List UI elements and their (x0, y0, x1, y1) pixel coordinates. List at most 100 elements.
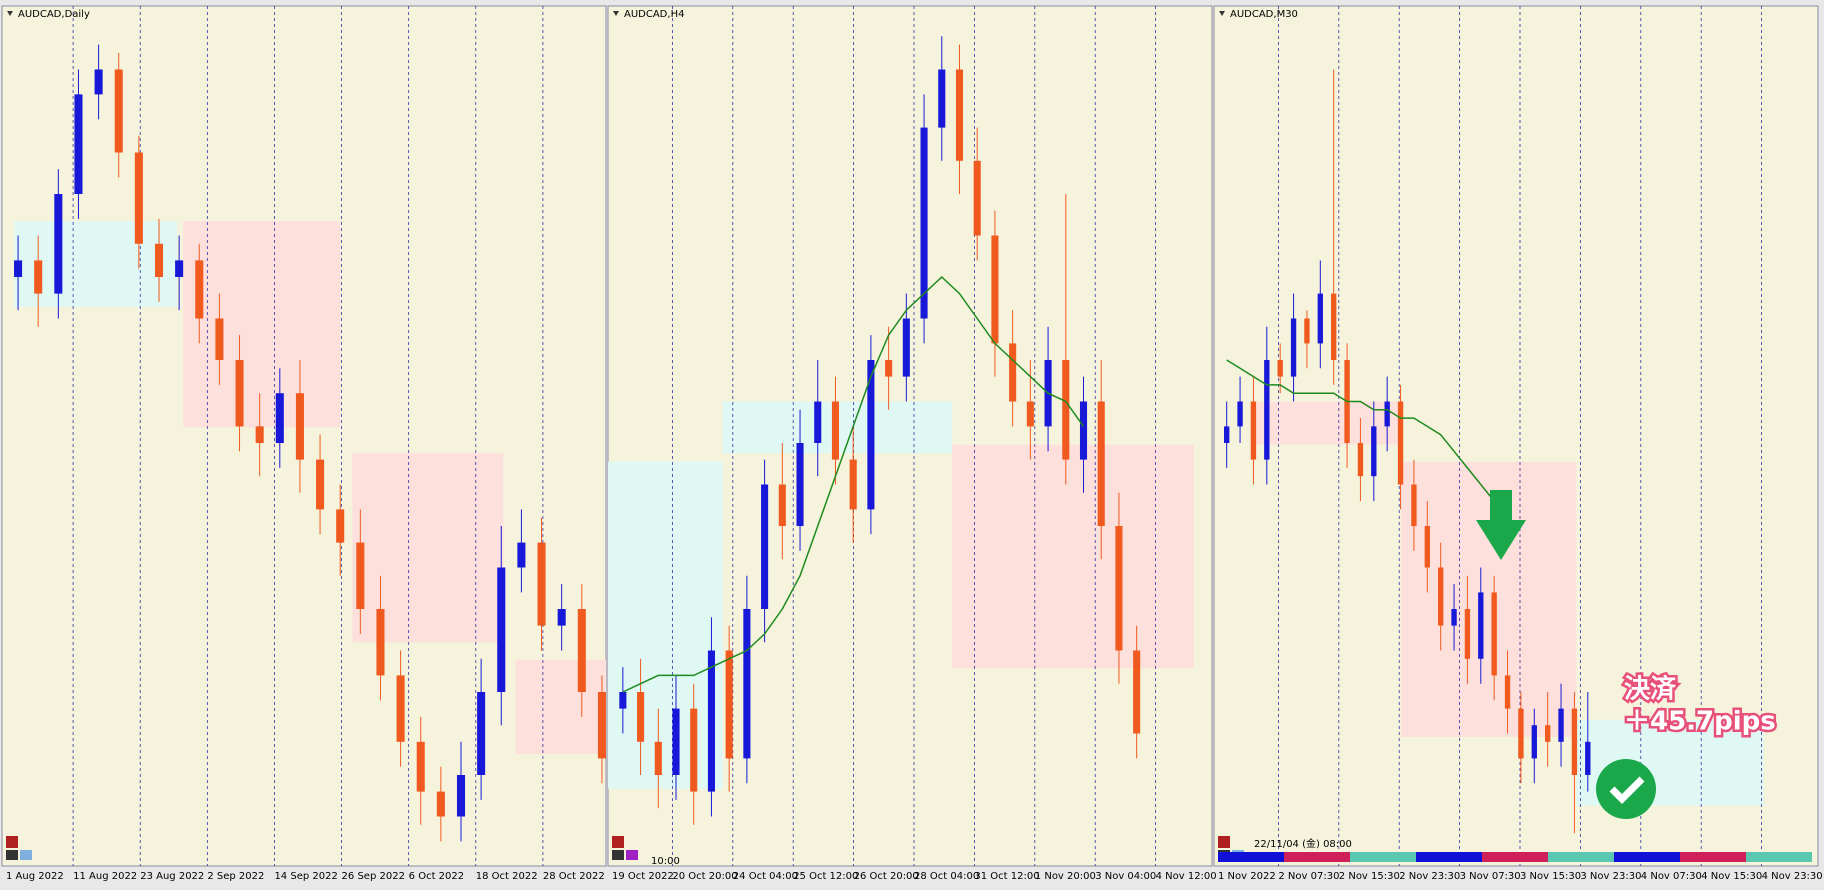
zone (1401, 461, 1577, 737)
candle-body (175, 260, 184, 277)
candle-body (154, 243, 164, 277)
x-tick-label: 20 Oct 20:00 (672, 871, 737, 882)
candle-body (275, 393, 284, 443)
x-tick-label: 26 Oct 20:00 (854, 871, 919, 882)
candle-body (34, 260, 43, 294)
x-tick-label: 26 Sep 2022 (342, 871, 405, 882)
candle-body (1250, 401, 1257, 460)
chart-title: AUDCAD,H4 (624, 9, 684, 20)
candle-body (1571, 708, 1578, 775)
candle-body (416, 741, 425, 792)
x-tick-label: 23 Aug 2022 (140, 871, 204, 882)
candle-body (938, 69, 946, 128)
candle-body (814, 401, 822, 443)
candle-body (778, 484, 786, 526)
candle-body (74, 94, 83, 194)
candle-body (1264, 360, 1270, 460)
candle-body (456, 775, 466, 817)
candle-body (14, 260, 23, 277)
sell-arrow (1476, 490, 1526, 560)
candle-body (1097, 401, 1105, 526)
candle-body (1224, 426, 1230, 443)
x-tick-label: 1 Nov 20:00 (1035, 871, 1096, 882)
candle-body (1079, 401, 1088, 460)
candle-body (1411, 484, 1417, 526)
candle-body (436, 791, 445, 817)
x-tick-label: 28 Oct 2022 (543, 871, 605, 882)
session-strip (1482, 852, 1548, 862)
candle-body (396, 675, 405, 742)
candle-body (54, 194, 63, 294)
x-tick-label: 2 Sep 2022 (207, 871, 264, 882)
zone (183, 221, 341, 428)
x-tick-label: 2 Nov 15:30 (1339, 871, 1400, 882)
candle-body (295, 393, 304, 460)
candle-body (920, 127, 928, 319)
candle-body (1464, 609, 1471, 659)
session-strip (1284, 852, 1350, 862)
candle-body (1026, 401, 1034, 427)
settlement-annotation: ＋45.7pips (1624, 707, 1776, 737)
candle-body (619, 692, 627, 709)
x-tick-label: 19 Oct 2022 (612, 871, 674, 882)
candle-body (1491, 592, 1497, 676)
x-tick-label: 4 Nov 23:30 (1762, 871, 1823, 882)
candle-body (1115, 526, 1123, 651)
candle-body (517, 542, 526, 568)
candle-body (597, 692, 606, 759)
panel-button[interactable] (612, 850, 624, 860)
candle-body (654, 741, 662, 775)
chart-panel: 1 Aug 2022 11 Aug 2022 23 Aug 2022 2 Sep 20… (1, 5, 607, 882)
session-strip (1548, 852, 1614, 862)
candle-body (356, 542, 365, 609)
panel-button[interactable] (612, 836, 624, 848)
candle-body (1451, 609, 1457, 626)
candle-body (867, 360, 875, 510)
x-tick-label: 2 Nov 23:30 (1399, 871, 1460, 882)
candle-body (1277, 360, 1283, 377)
candle-body (1062, 360, 1070, 460)
candle-body (1424, 526, 1430, 568)
candle-body (1384, 401, 1390, 427)
session-strip (1350, 852, 1416, 862)
candle-body (316, 459, 325, 510)
zone (515, 659, 606, 755)
candle-body (707, 650, 715, 792)
candle-body (255, 426, 264, 443)
candle-body (134, 152, 143, 244)
session-strip (1416, 852, 1482, 862)
candle-body (1371, 426, 1377, 477)
panel-button[interactable] (1218, 836, 1230, 848)
x-tick-label: 4 Nov 07:30 (1641, 871, 1702, 882)
zone (352, 453, 504, 643)
candle-body (1504, 675, 1511, 709)
panel-button[interactable] (6, 836, 18, 848)
panel-button[interactable] (6, 850, 18, 860)
candle-body (637, 692, 645, 742)
session-strip (1218, 852, 1284, 862)
candle-body (1331, 293, 1337, 360)
candle-body (1544, 725, 1551, 742)
chart-title: AUDCAD,M30 (1230, 9, 1298, 20)
zone (1250, 401, 1402, 445)
candle-body (796, 443, 804, 526)
panel-button[interactable] (20, 850, 32, 860)
candle-body (1478, 592, 1484, 659)
candle-body (195, 260, 204, 319)
candle-body (537, 542, 546, 626)
x-tick-label: 14 Sep 2022 (274, 871, 337, 882)
candle-body (690, 708, 698, 792)
chart-title: AUDCAD,Daily (18, 9, 90, 20)
title-arrow (613, 11, 619, 16)
x-tick-label: 11 Aug 2022 (73, 871, 137, 882)
candle-body (376, 609, 385, 676)
panel-button[interactable] (626, 850, 638, 860)
candle-body (1133, 650, 1141, 734)
x-tick-label: 3 Nov 04:00 (1095, 871, 1156, 882)
candle-body (1009, 343, 1017, 402)
check-badge (1596, 759, 1656, 819)
candle-body (849, 459, 857, 510)
candle-body (1397, 401, 1404, 485)
